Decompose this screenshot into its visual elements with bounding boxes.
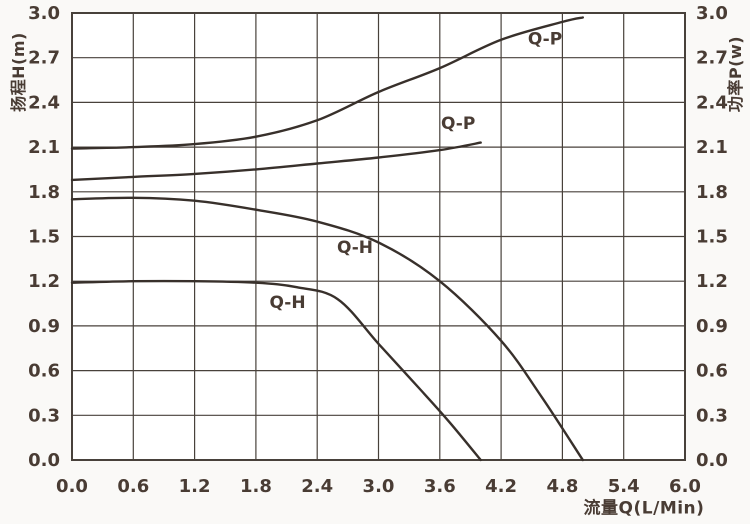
curve-label-Q-H-upper: Q-H: [337, 238, 373, 258]
right-tick-label: 1.5: [696, 227, 728, 248]
left-tick-label: 2.4: [28, 92, 60, 113]
x-tick-label: 2.4: [301, 476, 333, 497]
right-axis-tick-labels: 0.0 0.3 0.6 0.9 1.2 1.5 1.8 2.1 2.4 2.7 3.0: [696, 3, 728, 471]
right-tick-label: 0.3: [696, 405, 728, 426]
left-tick-label: 1.5: [28, 227, 60, 248]
left-tick-label: 2.1: [28, 137, 60, 158]
right-tick-label: 1.2: [696, 271, 728, 292]
left-tick-label: 1.2: [28, 271, 60, 292]
x-tick-label: 3.0: [363, 476, 395, 497]
curve-Q-H-upper: [70, 196, 584, 462]
right-tick-label: 0.9: [696, 316, 728, 337]
left-tick-label: 0.3: [28, 405, 60, 426]
left-tick-label: 0.6: [28, 361, 60, 382]
right-tick-label: 3.0: [696, 3, 728, 24]
grid-lines: [72, 13, 685, 460]
left-axis-title: 扬程H(m): [9, 32, 28, 112]
x-tick-label: 0.0: [56, 476, 88, 497]
plot-border: [71, 12, 686, 461]
curve-Q-P-upper: [70, 16, 584, 150]
x-tick-label: 4.8: [546, 476, 578, 497]
x-tick-label: 5.4: [608, 476, 640, 497]
right-axis-title: 功率P(w): [726, 35, 745, 113]
left-tick-label: 3.0: [28, 3, 60, 24]
x-axis-title: 流量Q(L/Min): [583, 498, 705, 519]
right-tick-label: 0.0: [696, 450, 728, 471]
x-tick-label: 4.2: [485, 476, 517, 497]
x-tick-label: 6.0: [669, 476, 701, 497]
x-tick-label: 0.6: [117, 476, 149, 497]
left-tick-label: 2.7: [28, 48, 60, 69]
curve-Q-P-lower: [70, 141, 482, 182]
x-axis-tick-labels: 0.0 0.6 1.2 1.8 2.4 3.0 3.6 4.2 4.8 5.4 6.0: [56, 476, 701, 497]
right-tick-label: 1.8: [696, 182, 728, 203]
right-tick-label: 0.6: [696, 361, 728, 382]
left-tick-label: 0.0: [28, 450, 60, 471]
left-tick-label: 0.9: [28, 316, 60, 337]
curve-label-Q-P-upper: Q-P: [528, 29, 562, 49]
x-tick-label: 1.2: [179, 476, 211, 497]
right-tick-label: 2.7: [696, 48, 728, 69]
left-tick-label: 1.8: [28, 182, 60, 203]
right-tick-label: 2.1: [696, 137, 728, 158]
left-axis-tick-labels: 0.0 0.3 0.6 0.9 1.2 1.5 1.8 2.1 2.4 2.7 3.0: [28, 3, 60, 471]
x-tick-label: 1.8: [240, 476, 272, 497]
x-tick-label: 3.6: [424, 476, 456, 497]
curve-label-Q-H-lower: Q-H: [270, 293, 306, 313]
curve-label-Q-P-lower: Q-P: [441, 114, 475, 134]
right-tick-label: 2.4: [696, 92, 728, 113]
curve-Q-H-lower: [70, 279, 482, 462]
